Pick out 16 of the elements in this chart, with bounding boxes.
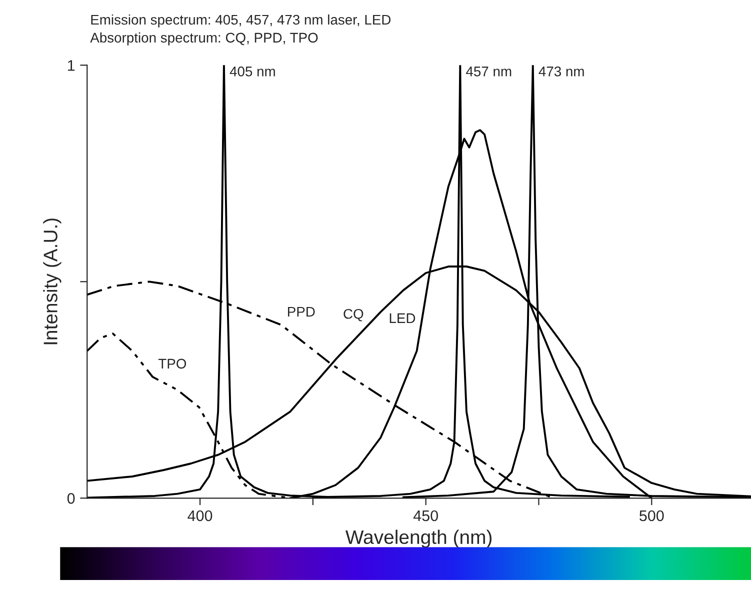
annotation: TPO [158, 358, 186, 369]
x-tick-label: 500 [640, 510, 664, 522]
x-axis-title: Wavelength (nm) [345, 530, 492, 548]
annotation: PPD [288, 306, 315, 317]
x-tick-label: 450 [413, 510, 438, 522]
chart-title: Emission spectrum: 405, 457, 473 nm laser, LED [91, 14, 391, 28]
annotation: LED [390, 313, 416, 323]
y-tick-label: 1 [68, 60, 75, 71]
x-tick-label: 400 [188, 510, 212, 522]
annotation: 457 nm [466, 66, 512, 76]
annotation: CQ [344, 308, 364, 322]
annotation: 405 nm [230, 66, 275, 76]
y-axis-title: Intensity (A.U.) [43, 218, 62, 344]
annotation: 473 nm [538, 66, 584, 76]
chart-subtitle: Absorption spectrum: CQ, PPD, TPO [90, 32, 318, 46]
y-tick-label: 0 [67, 493, 75, 504]
